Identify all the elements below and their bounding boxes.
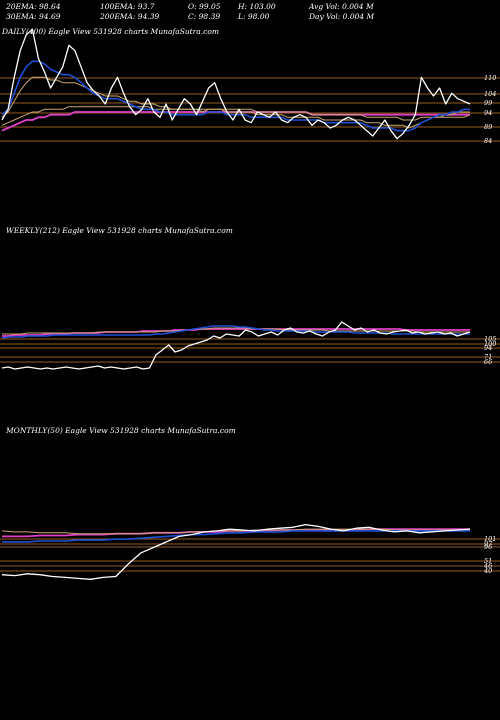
panel-2-level-label: 94 xyxy=(484,344,492,352)
panel-3-ema-mid-line xyxy=(1,528,470,535)
panel-3-ema-short-line xyxy=(2,530,470,543)
panel-1-level-label: 94 xyxy=(484,109,492,117)
panel-1-ema-short-line xyxy=(1,60,470,132)
avg-vol-readout: Avg Vol: 0.004 M xyxy=(309,2,374,11)
panel-1-level-label: 110 xyxy=(484,74,496,82)
panel-1-price-line xyxy=(1,28,471,140)
panel-2-ema-short-line xyxy=(1,325,470,339)
panel-1-level-label: 89 xyxy=(484,123,492,131)
ema100-readout: 100EMA: 93.7 xyxy=(100,2,155,11)
panel-3-price-line xyxy=(1,523,471,580)
open-readout: O: 99.05 xyxy=(188,2,221,11)
panel-1-title: DAILY(400) Eagle View 531928 charts Muna… xyxy=(1,27,219,36)
panel-1-level-label: 99 xyxy=(484,99,492,107)
panel-3-level-label: 46 xyxy=(483,562,492,570)
high-readout: H: 103.00 xyxy=(238,2,276,11)
panel-1-ema-long-line xyxy=(1,106,471,126)
panel-2-title: WEEKLY(212) Eagle View 531928 charts Mun… xyxy=(6,226,233,235)
panel-2-level-label: 105 xyxy=(484,335,496,343)
panel-1-level-label: 104 xyxy=(484,90,496,98)
panel-2-price-line xyxy=(1,321,471,370)
panel-3-level-label: 96 xyxy=(484,543,492,551)
panel-3-level-label: 40 xyxy=(483,567,492,575)
panel-3-level-label: 51 xyxy=(484,557,492,565)
ema30-readout: 30EMA: 94.69 xyxy=(6,12,61,21)
panel-3-title: MONTHLY(50) Eagle View 531928 charts Mun… xyxy=(5,426,236,435)
low-readout: L: 98.00 xyxy=(238,12,270,21)
panel-2-level-label: 71 xyxy=(484,353,492,361)
panel-2-level-label: 66 xyxy=(484,358,492,366)
panel-1-level-label: 84 xyxy=(484,137,492,145)
ema20-readout: 20EMA: 98.64 xyxy=(6,2,61,11)
ema200-readout: 200EMA: 94.39 xyxy=(100,12,160,21)
panel-2-ema-mid-line xyxy=(2,327,470,335)
close-readout: C: 98.39 xyxy=(188,12,221,21)
panel-3-level-label: 101 xyxy=(484,535,496,543)
panel-2-level-label: 100 xyxy=(484,340,496,348)
panel-3-level-label: 97 xyxy=(484,540,493,548)
panel-1-ema-mid-line xyxy=(1,76,470,129)
day-vol-readout: Day Vol: 0.004 M xyxy=(309,12,375,21)
